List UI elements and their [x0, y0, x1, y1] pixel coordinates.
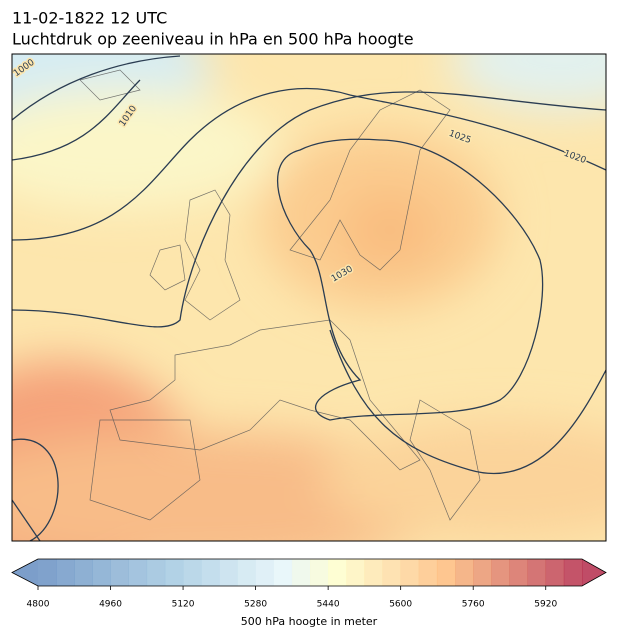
- colorbar-step: [74, 559, 93, 586]
- colorbar-step: [219, 559, 238, 586]
- colorbar-tick-label: 5120: [172, 600, 195, 610]
- map-title: 11-02-1822 12 UTC: [12, 9, 167, 28]
- colorbar-tick-label: 5760: [462, 600, 485, 610]
- colorbar-step: [473, 559, 492, 586]
- colorbar-step: [400, 559, 420, 586]
- map-frame: [11, 53, 607, 542]
- isobars: [12, 55, 606, 541]
- colorbar-step: [110, 559, 129, 586]
- colorbar-step: [273, 559, 293, 586]
- colorbar-step: [146, 559, 166, 586]
- colorbar-step: [491, 559, 510, 586]
- colorbar-step: [364, 559, 383, 586]
- colorbar-step: [436, 559, 456, 586]
- colorbar-step: [563, 559, 583, 586]
- colorbar-tick-label: 5600: [389, 600, 412, 610]
- colorbar-step: [164, 559, 184, 586]
- colorbar-step: [56, 559, 75, 586]
- colorbar-step: [455, 559, 474, 586]
- colorbar-tick-label: 5920: [534, 600, 557, 610]
- colorbar-outline: [11, 558, 607, 587]
- colorbar-tick-label: 4800: [27, 600, 50, 610]
- colorbar-step: [382, 559, 401, 586]
- colorbar-step: [38, 559, 57, 586]
- colorbar-step: [346, 559, 365, 586]
- colorbar-step: [291, 559, 311, 586]
- colorbar-step: [237, 559, 256, 586]
- colorbar-extend-low: [12, 559, 38, 586]
- colorbar-step: [92, 559, 111, 586]
- colorbar-tick-label: 5440: [317, 600, 340, 610]
- colorbar-step: [310, 559, 329, 586]
- colorbar-step: [201, 559, 220, 586]
- colorbar-extend-high: [582, 559, 606, 586]
- colorbar-step: [128, 559, 148, 586]
- colorbar-step: [509, 559, 528, 586]
- colorbar-label: 500 hPa hoogte in meter: [241, 615, 378, 628]
- colorbar-step: [545, 559, 565, 586]
- colorbar-tick-label: 5280: [244, 600, 267, 610]
- colorbar-step: [328, 559, 347, 586]
- map-subtitle: Luchtdruk op zeeniveau in hPa en 500 hPa…: [12, 30, 414, 49]
- colorbar-step: [418, 559, 438, 586]
- colorbar-step: [183, 559, 202, 586]
- colorbar: 4800 4960 5120 5280 5440 5600 5760 5920: [11, 558, 607, 610]
- colorbar-step: [527, 559, 547, 586]
- colorbar-step: [255, 559, 275, 586]
- colorbar-tick-label: 4960: [99, 600, 122, 610]
- coastlines: [79, 69, 481, 521]
